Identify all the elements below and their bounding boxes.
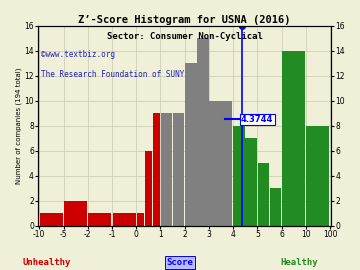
Bar xyxy=(246,138,257,226)
Bar xyxy=(40,213,63,226)
Bar xyxy=(257,163,269,226)
Text: Unhealthy: Unhealthy xyxy=(23,258,71,267)
Text: ©www.textbiz.org: ©www.textbiz.org xyxy=(41,50,115,59)
Text: Sector: Consumer Non-Cyclical: Sector: Consumer Non-Cyclical xyxy=(107,32,262,41)
Bar xyxy=(282,51,305,226)
Text: Score: Score xyxy=(167,258,193,267)
Bar xyxy=(185,63,197,226)
Bar xyxy=(153,113,160,226)
Text: The Research Foundation of SUNY: The Research Foundation of SUNY xyxy=(41,70,184,79)
Bar xyxy=(137,213,144,226)
Title: Z’-Score Histogram for USNA (2016): Z’-Score Histogram for USNA (2016) xyxy=(78,15,291,25)
Bar xyxy=(210,101,233,226)
Bar xyxy=(161,113,172,226)
Bar xyxy=(306,126,329,226)
Bar xyxy=(173,113,184,226)
Bar xyxy=(145,151,152,226)
Bar xyxy=(270,188,281,226)
Text: 4.3744: 4.3744 xyxy=(241,115,273,124)
Bar xyxy=(113,213,136,226)
Bar xyxy=(233,126,245,226)
Text: Healthy: Healthy xyxy=(280,258,318,267)
Y-axis label: Number of companies (194 total): Number of companies (194 total) xyxy=(15,68,22,184)
Bar xyxy=(64,201,87,226)
Bar xyxy=(88,213,111,226)
Bar xyxy=(197,38,209,226)
